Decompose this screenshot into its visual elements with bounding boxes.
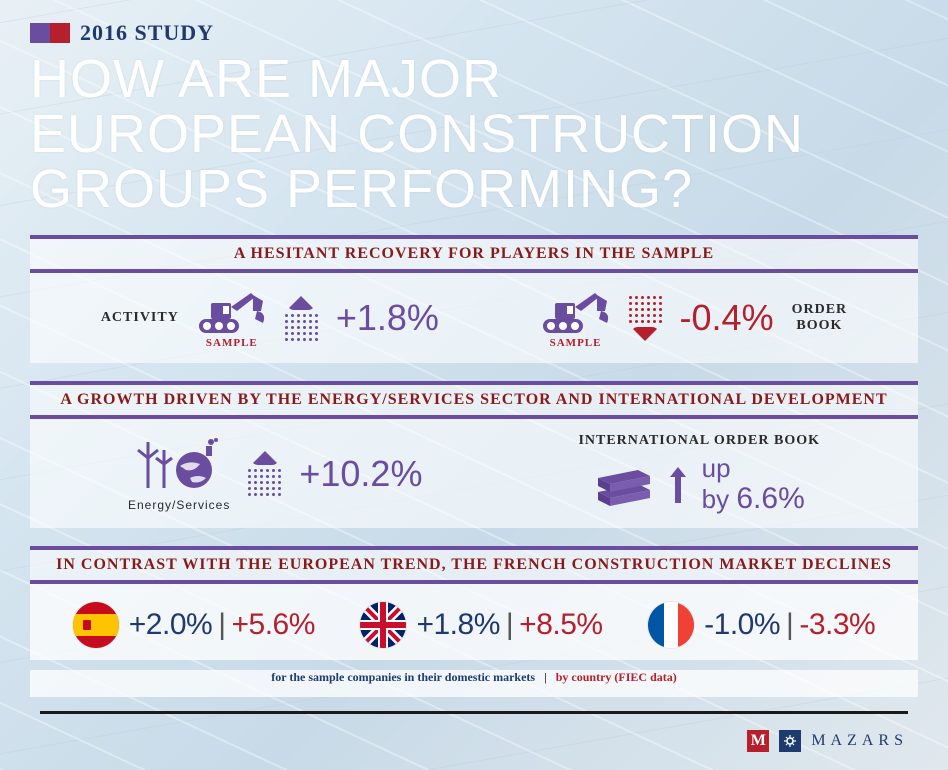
energy-value: +10.2% [299, 453, 422, 495]
title-line-2: EUROPEAN CONSTRUCTION [30, 107, 918, 162]
brand-square-icon [779, 730, 801, 752]
sample-caption-left: SAMPLE [206, 337, 258, 349]
thin-up-arrow-icon [668, 465, 688, 505]
es-value-1: +2.0% [129, 608, 212, 641]
up-arrow-icon [285, 296, 318, 341]
activity-value: +1.8% [336, 297, 439, 339]
international-title: INTERNATIONAL ORDER BOOK [578, 433, 820, 449]
section2-title: A GROWTH DRIVEN BY THE ENERGY/SERVICES S… [30, 381, 918, 419]
international-orderbook: INTERNATIONAL ORDER BOOK up by 6.6% [578, 433, 820, 514]
orderbook-value: -0.4% [680, 297, 774, 339]
legend-part-b: by country (FIEC data) [556, 670, 677, 684]
countries-legend: for the sample companies in their domest… [30, 670, 918, 685]
intl-by-label: by [702, 484, 737, 514]
section1-panel: ACTIVITY SAMPLE [30, 273, 918, 363]
country-uk: +1.8%|+8.5% [360, 602, 602, 648]
fr-value-1: -1.0% [704, 608, 780, 641]
activity-metric: ACTIVITY SAMPLE [101, 287, 439, 349]
bottom-rule [40, 711, 908, 714]
footer-brand: M MAZARS [747, 730, 908, 752]
energy-caption: Energy/Services [128, 498, 230, 512]
excavator-icon [197, 287, 267, 335]
flag-fr-icon [648, 602, 694, 648]
country-france: -1.0%|-3.3% [648, 602, 875, 648]
country-spain: +2.0%|+5.6% [73, 602, 315, 648]
up-arrow-icon [248, 451, 281, 496]
excavator-icon [541, 287, 611, 335]
title-line-3: GROUPS PERFORMING? [30, 162, 918, 217]
page-title: HOW ARE MAJOR EUROPEAN CONSTRUCTION GROU… [30, 52, 918, 217]
section1-title: A HESITANT RECOVERY FOR PLAYERS IN THE S… [30, 235, 918, 273]
brand-square-m: M [747, 730, 769, 752]
legend-part-a: for the sample companies in their domest… [271, 670, 535, 684]
accent-square-dark [30, 23, 50, 43]
uk-value-2: +8.5% [519, 608, 602, 641]
intl-up-label: up [702, 455, 805, 482]
uk-value-1: +1.8% [416, 608, 499, 641]
intl-percent: 6.6% [736, 482, 804, 515]
title-line-1: HOW ARE MAJOR [30, 52, 918, 107]
section3-title: IN CONTRAST WITH THE EUROPEAN TREND, THE… [30, 546, 918, 584]
sample-caption-right: SAMPLE [550, 337, 602, 349]
brand-name: MAZARS [811, 732, 908, 750]
countries-panel: +2.0%|+5.6% +1.8%|+8.5% [30, 584, 918, 660]
topbar: 2016 STUDY [30, 20, 918, 46]
books-icon [594, 462, 654, 508]
energy-services-icon [134, 436, 224, 496]
accent-squares [30, 23, 70, 43]
activity-label: ACTIVITY [101, 310, 179, 326]
orderbook-label: ORDER BOOK [792, 302, 848, 334]
accent-square-red [50, 23, 70, 43]
orderbook-metric: SAMPLE -0.4% ORDER BOOK [541, 287, 848, 349]
fr-value-2: -3.3% [799, 608, 875, 641]
es-value-2: +5.6% [231, 608, 314, 641]
energy-metric: Energy/Services +10.2% [128, 436, 422, 512]
flag-uk-icon [360, 602, 406, 648]
down-arrow-icon [629, 296, 662, 341]
flag-es-icon [73, 602, 119, 648]
section2-panel: Energy/Services +10.2% INTERNATIONAL ORD… [30, 419, 918, 528]
study-year-label: 2016 STUDY [80, 20, 214, 46]
